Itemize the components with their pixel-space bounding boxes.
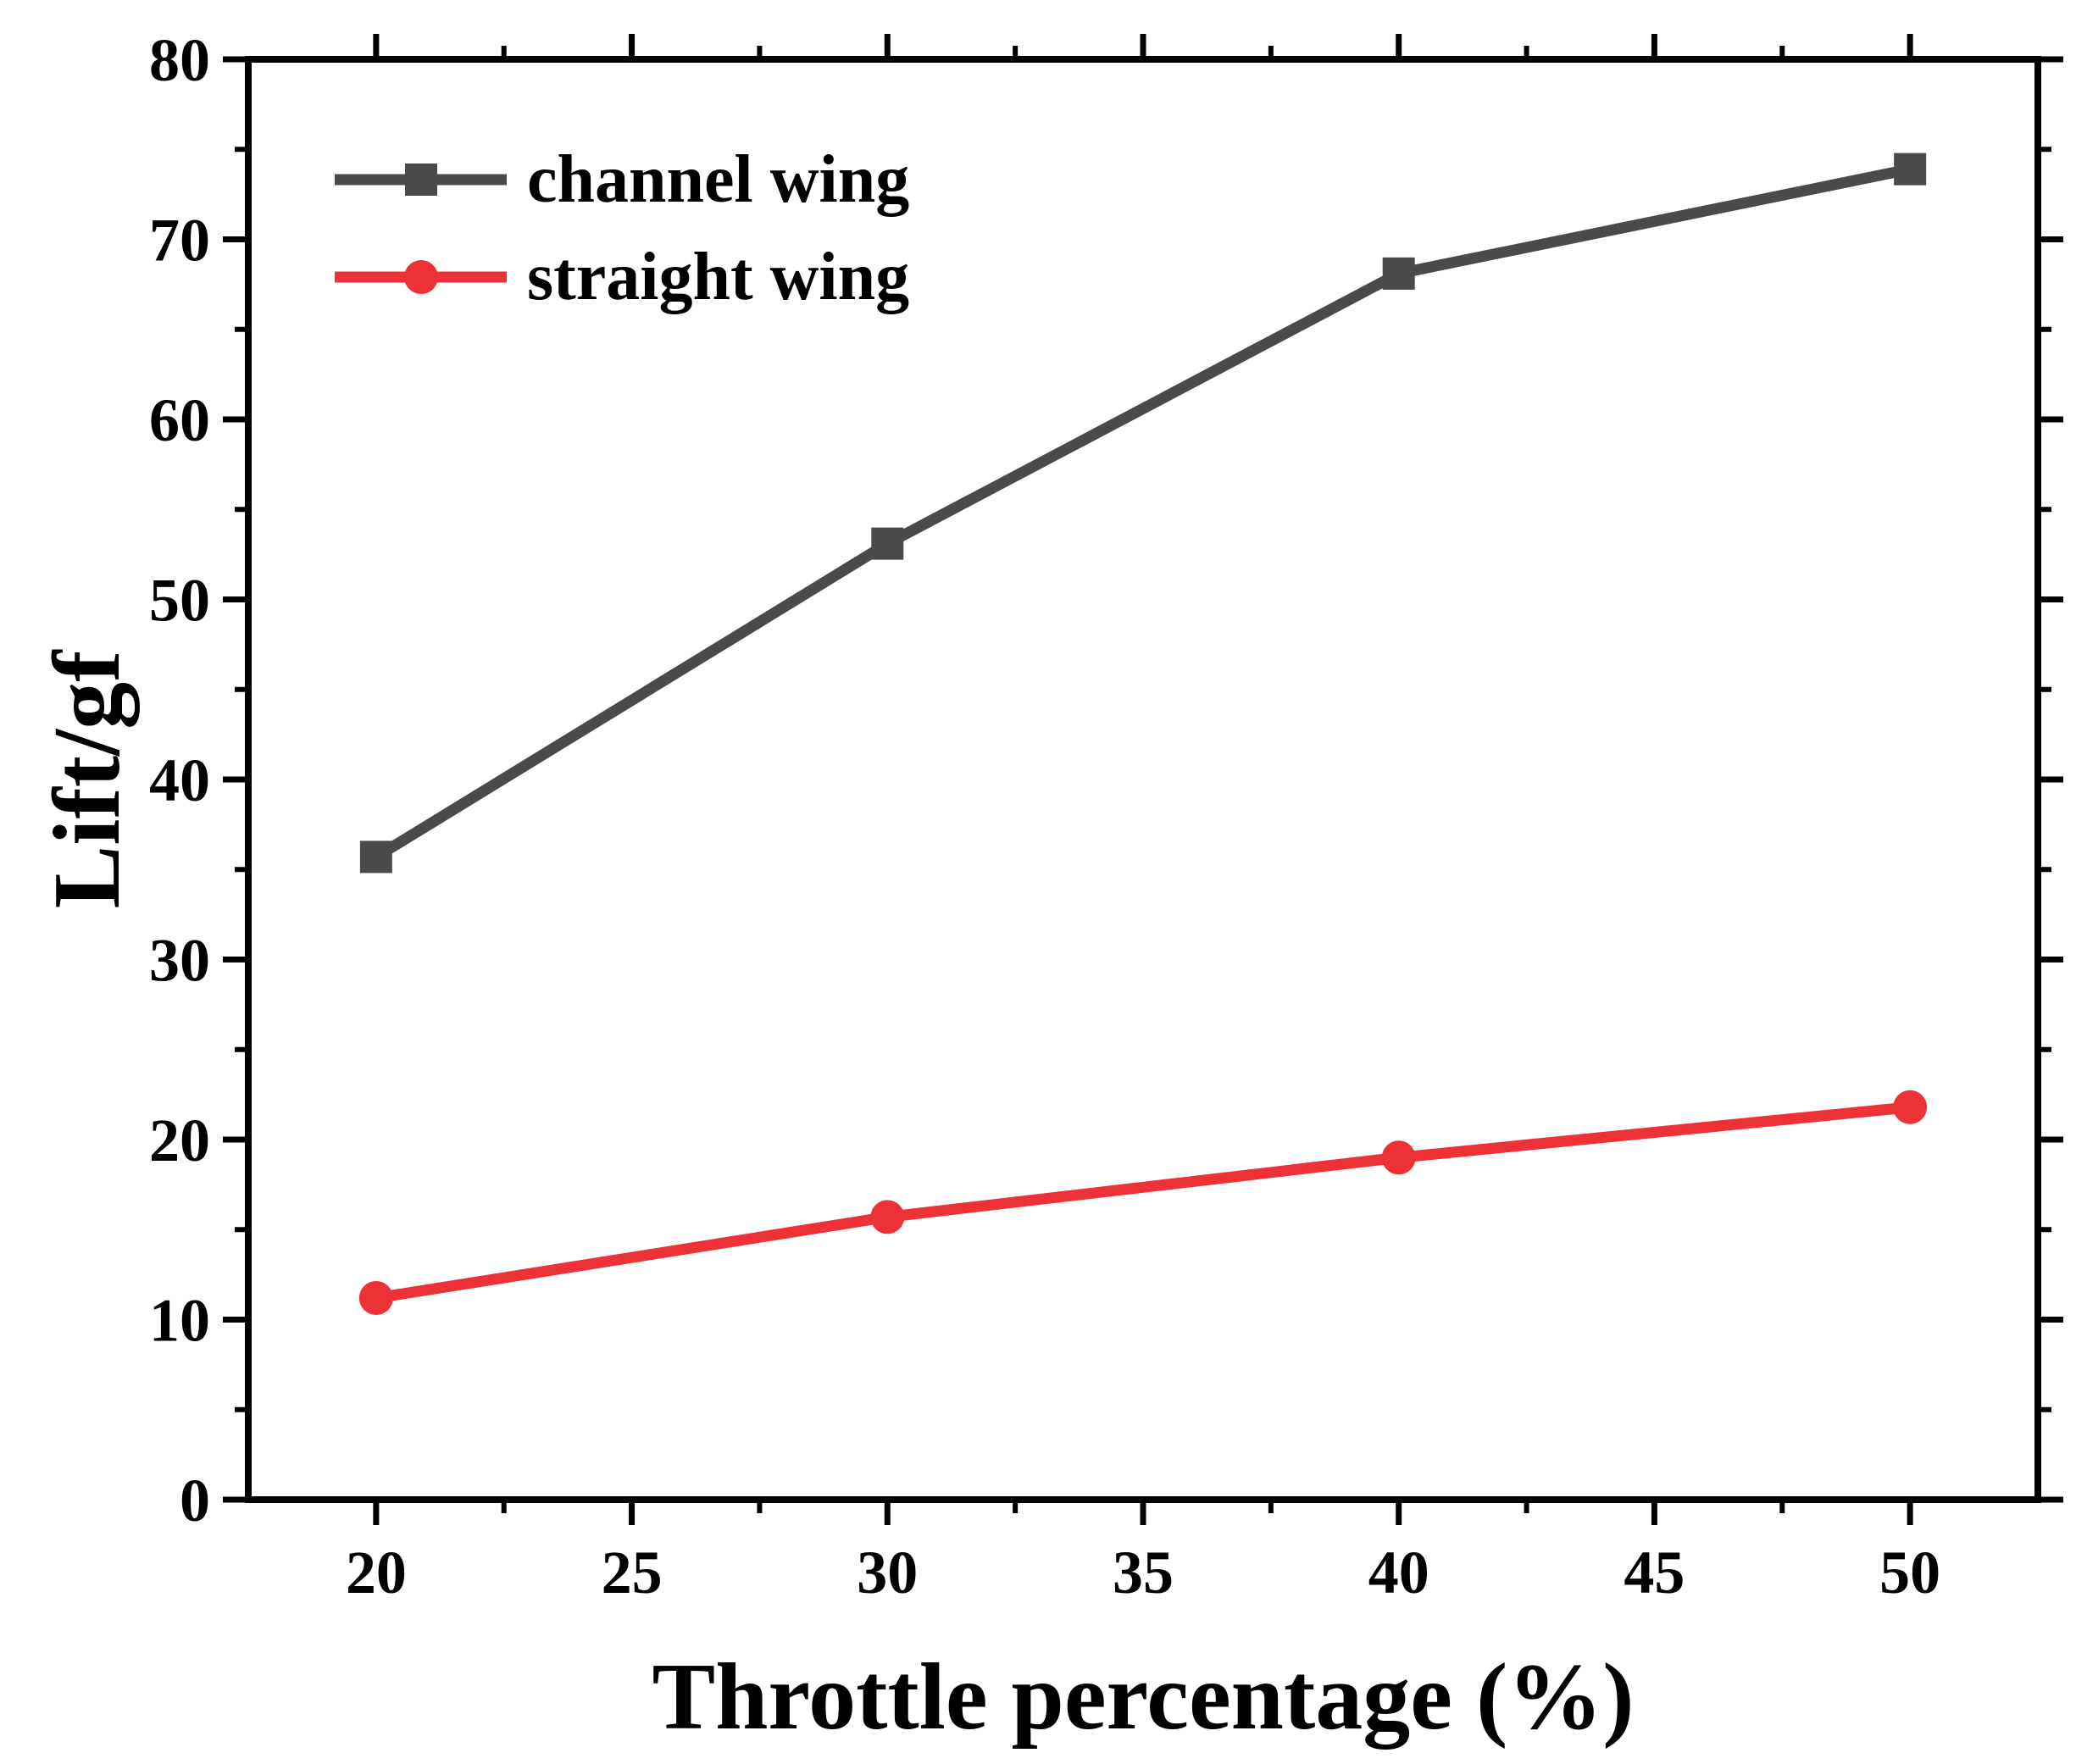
- x-tick-label: 20: [346, 1539, 407, 1606]
- series-line-channel-wing: [373, 164, 1912, 862]
- y-tick-label: 40: [149, 746, 210, 814]
- y-tick-label: 30: [149, 927, 210, 995]
- y-tick-label: 0: [180, 1467, 210, 1534]
- legend-marker-straight-wing: [404, 260, 438, 294]
- data-point-straight-wing: [1381, 1140, 1416, 1175]
- series-line-straight-wing: [375, 1101, 1911, 1304]
- data-point-channel-wing: [871, 527, 904, 560]
- legend-label-straight-wing: straight wing: [527, 240, 909, 314]
- data-point-channel-wing: [359, 840, 392, 874]
- series-layer: [358, 153, 1928, 1315]
- x-tick-label: 50: [1879, 1539, 1940, 1606]
- data-point-straight-wing: [1893, 1090, 1928, 1124]
- legend-marker-channel-wing: [405, 164, 437, 196]
- x-axis-title: Throttle percentage (%): [652, 1645, 1634, 1750]
- data-point-channel-wing: [1894, 153, 1927, 186]
- x-tick-label: 25: [602, 1539, 663, 1606]
- y-axis-title: Lift/gf: [35, 649, 140, 909]
- x-tick-label: 30: [857, 1539, 918, 1606]
- x-tick-label: 35: [1113, 1539, 1174, 1606]
- y-tick-label: 50: [149, 567, 210, 635]
- y-tick-label: 80: [149, 26, 210, 94]
- y-tick-label: 70: [149, 207, 210, 275]
- legend-label-channel-wing: channel wing: [527, 142, 909, 217]
- legend: channel wing straight wing: [335, 142, 909, 314]
- tick-labels: 20 25 30 35 40 45 50 0 10 20 30 40 50 60 70 80: [149, 26, 1940, 1606]
- y-tick-label: 20: [149, 1107, 210, 1174]
- data-point-straight-wing: [358, 1281, 393, 1315]
- x-tick-label: 40: [1368, 1539, 1429, 1606]
- y-tick-label: 10: [149, 1287, 210, 1355]
- y-tick-label: 60: [149, 386, 210, 454]
- x-tick-label: 45: [1624, 1539, 1685, 1606]
- plot-frame: [245, 56, 2041, 1503]
- data-point-channel-wing: [1382, 257, 1415, 290]
- data-point-straight-wing: [870, 1200, 905, 1234]
